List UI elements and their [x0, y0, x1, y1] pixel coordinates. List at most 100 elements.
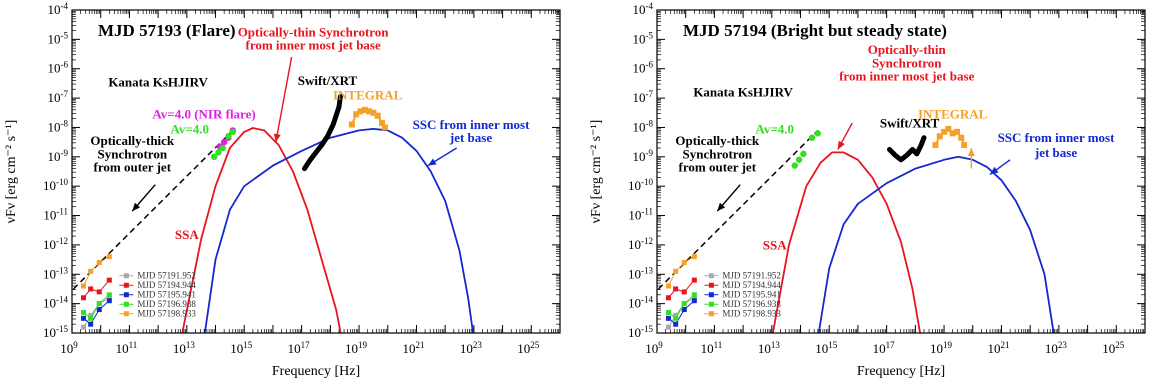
y-tick-label: 10-7	[633, 89, 654, 105]
y-tick-label: 10-13	[43, 265, 68, 281]
nir-point	[795, 156, 803, 163]
y-tick-label: 10-10	[43, 177, 68, 193]
annotation-label: Synchrotron	[97, 146, 167, 161]
integral-point	[348, 121, 355, 128]
radio-line	[668, 279, 695, 299]
y-tick-label: 10-11	[43, 207, 68, 223]
radio-point	[691, 298, 697, 304]
plot-frame	[656, 9, 1146, 334]
y-tick-label: 10-13	[628, 265, 653, 281]
y-tick-label: 10-8	[48, 118, 69, 134]
radio-point	[96, 301, 102, 307]
y-tick-label: 10-5	[633, 30, 654, 46]
annotation-label: INTEGRAL	[333, 88, 403, 103]
annotation-label: from outer jet	[94, 160, 172, 175]
radio-point	[673, 312, 679, 318]
arrow-head	[132, 202, 141, 212]
radio-point	[106, 292, 112, 298]
radio-line	[83, 300, 110, 325]
legend-marker	[123, 282, 129, 288]
xrt-data	[302, 94, 343, 172]
x-axis-title: Frequency [Hz]	[272, 364, 360, 379]
radio-point	[681, 301, 687, 307]
legend-marker	[708, 301, 714, 307]
legend-label: MJD 57198.933	[137, 309, 196, 319]
y-tick-label: 10-15	[628, 324, 653, 340]
radio-line	[668, 297, 695, 328]
plot-area	[657, 125, 1055, 333]
radio-point	[665, 309, 671, 315]
legend-marker	[123, 292, 129, 298]
radio-point	[106, 295, 112, 301]
curve-sync	[771, 151, 921, 333]
annotation-arrow	[275, 56, 293, 143]
radio-point	[106, 298, 112, 304]
x-tick-label: 1017	[288, 340, 311, 356]
annotation-label: Optically-thick	[675, 133, 760, 148]
annotation-label: SSA	[763, 237, 787, 252]
nir-point	[808, 134, 816, 141]
radio-point	[88, 286, 94, 292]
radio-point	[80, 309, 86, 315]
radio-point	[106, 277, 112, 283]
y-tick-label: 10-11	[628, 207, 653, 223]
radio-point	[88, 312, 94, 318]
annotation-label: Swift/XRT	[298, 73, 358, 88]
annotation-label: Av=4.0 (NIR flare)	[152, 107, 255, 122]
y-tick-label: 10-8	[633, 118, 654, 134]
legend-marker	[708, 273, 714, 279]
x-tick-label: 1011	[701, 340, 723, 356]
legend-label: MJD 57195.941	[137, 290, 196, 300]
x-tick-label: 1015	[230, 340, 253, 356]
radio-line	[83, 279, 110, 299]
curve-outer	[72, 129, 234, 290]
radio-point	[673, 315, 679, 321]
x-tick-label: 1023	[1045, 340, 1068, 356]
nir-point	[210, 153, 218, 161]
x-tick-label: 1023	[460, 340, 483, 356]
annotation-label: SSC from inner most	[998, 130, 1116, 145]
curve-outer	[657, 129, 819, 290]
chart-title: MJD 57193 (Flare)	[98, 21, 236, 40]
legend-label: MJD 57191.952	[722, 271, 781, 281]
radio-line	[668, 300, 695, 325]
radio-point	[691, 277, 697, 283]
x-tick-label: 1025	[1102, 340, 1125, 356]
radio-point	[665, 295, 671, 301]
annotation-label: Swift/XRT	[880, 115, 940, 130]
x-tick-label: 109	[645, 340, 663, 356]
nir-point	[219, 144, 226, 152]
x-axis-title: Frequency [Hz]	[857, 364, 945, 379]
x-tick-label: 1011	[116, 340, 138, 356]
radio-line	[668, 294, 695, 320]
plot-area	[72, 94, 474, 333]
y-tick-label: 10-12	[43, 236, 68, 252]
x-tick-label: 1013	[758, 340, 781, 356]
radio-point	[673, 321, 679, 327]
annotation-label: INTEGRAL	[918, 107, 988, 122]
x-tick-label: 1025	[517, 340, 540, 356]
radio-point	[673, 268, 679, 274]
y-tick-label: 10-4	[633, 1, 654, 17]
y-tick-label: 10-12	[628, 236, 653, 252]
annotation-label: jet base	[449, 130, 492, 145]
x-tick-label: 1019	[930, 340, 953, 356]
radio-point	[681, 307, 687, 313]
x-tick-label: 1017	[873, 340, 896, 356]
legend-marker	[123, 273, 129, 279]
legend-label: MJD 57194.944	[722, 280, 781, 290]
curve-sync	[181, 127, 342, 333]
legend-marker	[708, 311, 714, 317]
legend-marker	[123, 311, 129, 317]
annotation-label: jet base	[1034, 145, 1077, 160]
radio-point	[665, 283, 671, 289]
arrow-head	[427, 158, 437, 166]
arrow-head	[717, 202, 726, 212]
arrow-head	[967, 148, 975, 157]
annotation-label: Synchrotron	[682, 146, 752, 161]
radio-point	[88, 321, 94, 327]
legend-label: MJD 57195.941	[722, 290, 781, 300]
legend-marker	[708, 282, 714, 288]
y-tick-label: 10-14	[43, 295, 68, 311]
radio-point	[96, 289, 102, 295]
